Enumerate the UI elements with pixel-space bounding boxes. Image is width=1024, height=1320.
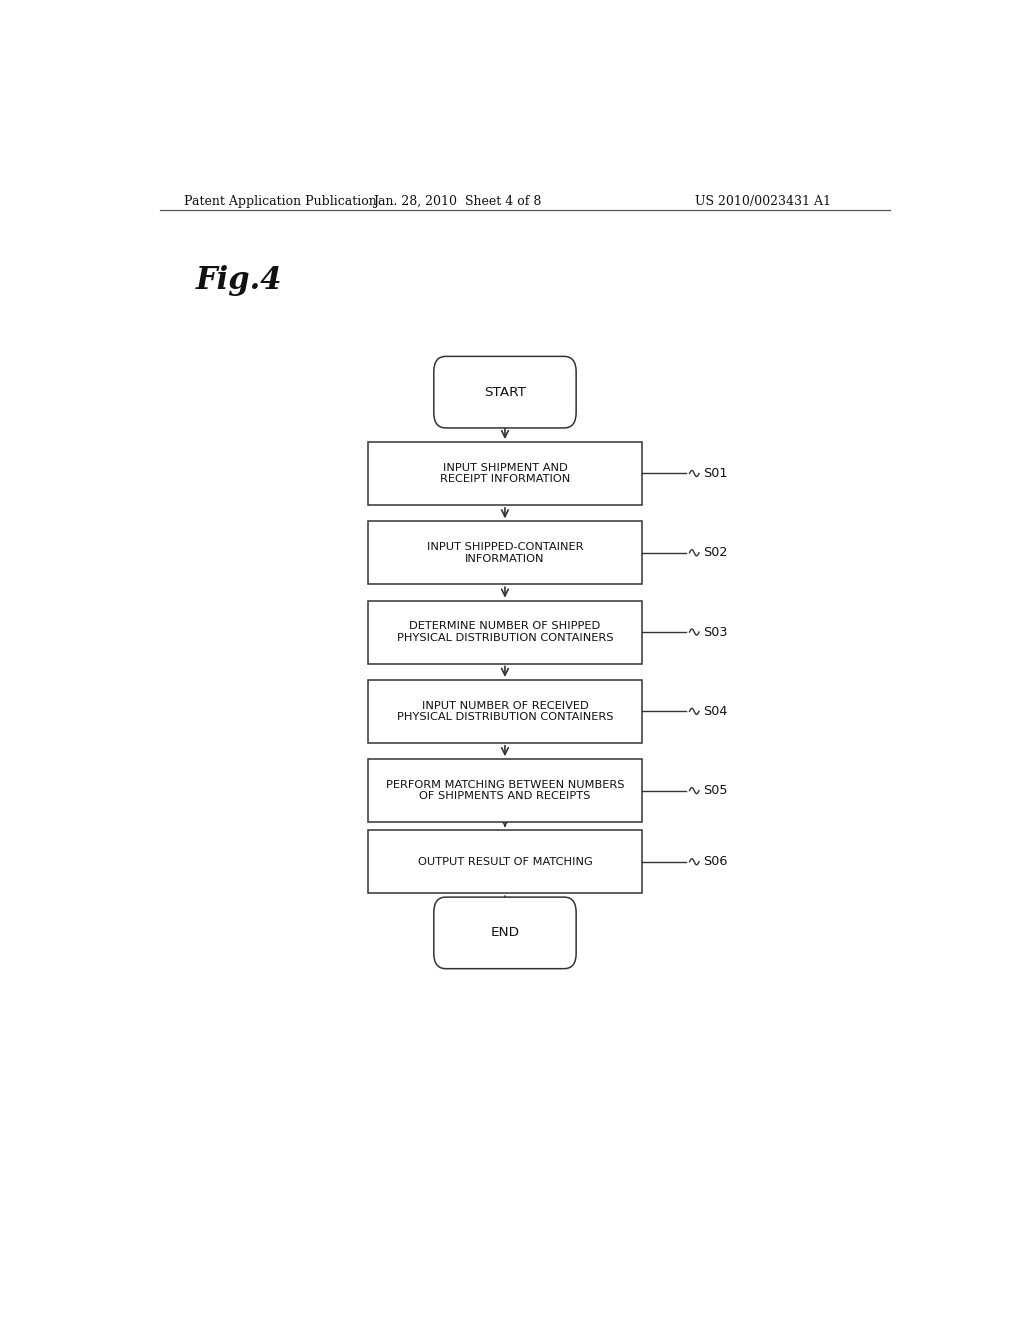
Text: US 2010/0023431 A1: US 2010/0023431 A1 [695, 194, 830, 207]
Text: DETERMINE NUMBER OF SHIPPED
PHYSICAL DISTRIBUTION CONTAINERS: DETERMINE NUMBER OF SHIPPED PHYSICAL DIS… [396, 622, 613, 643]
FancyBboxPatch shape [368, 830, 642, 894]
Text: S06: S06 [702, 855, 727, 869]
Text: Jan. 28, 2010  Sheet 4 of 8: Jan. 28, 2010 Sheet 4 of 8 [373, 194, 542, 207]
FancyBboxPatch shape [368, 601, 642, 664]
FancyBboxPatch shape [434, 356, 577, 428]
FancyBboxPatch shape [368, 442, 642, 506]
FancyBboxPatch shape [368, 759, 642, 822]
Text: Patent Application Publication: Patent Application Publication [183, 194, 376, 207]
Text: S01: S01 [702, 467, 727, 480]
Text: PERFORM MATCHING BETWEEN NUMBERS
OF SHIPMENTS AND RECEIPTS: PERFORM MATCHING BETWEEN NUMBERS OF SHIP… [386, 780, 625, 801]
Text: S02: S02 [702, 546, 727, 560]
Text: S04: S04 [702, 705, 727, 718]
Text: START: START [484, 385, 526, 399]
FancyBboxPatch shape [368, 521, 642, 585]
Text: S03: S03 [702, 626, 727, 639]
Text: INPUT NUMBER OF RECEIVED
PHYSICAL DISTRIBUTION CONTAINERS: INPUT NUMBER OF RECEIVED PHYSICAL DISTRI… [396, 701, 613, 722]
FancyBboxPatch shape [434, 898, 577, 969]
Text: INPUT SHIPPED-CONTAINER
INFORMATION: INPUT SHIPPED-CONTAINER INFORMATION [427, 543, 584, 564]
Text: Fig.4: Fig.4 [196, 265, 282, 296]
Text: INPUT SHIPMENT AND
RECEIPT INFORMATION: INPUT SHIPMENT AND RECEIPT INFORMATION [440, 463, 570, 484]
FancyBboxPatch shape [368, 680, 642, 743]
Text: END: END [490, 927, 519, 940]
Text: OUTPUT RESULT OF MATCHING: OUTPUT RESULT OF MATCHING [418, 857, 592, 867]
Text: S05: S05 [702, 784, 727, 797]
